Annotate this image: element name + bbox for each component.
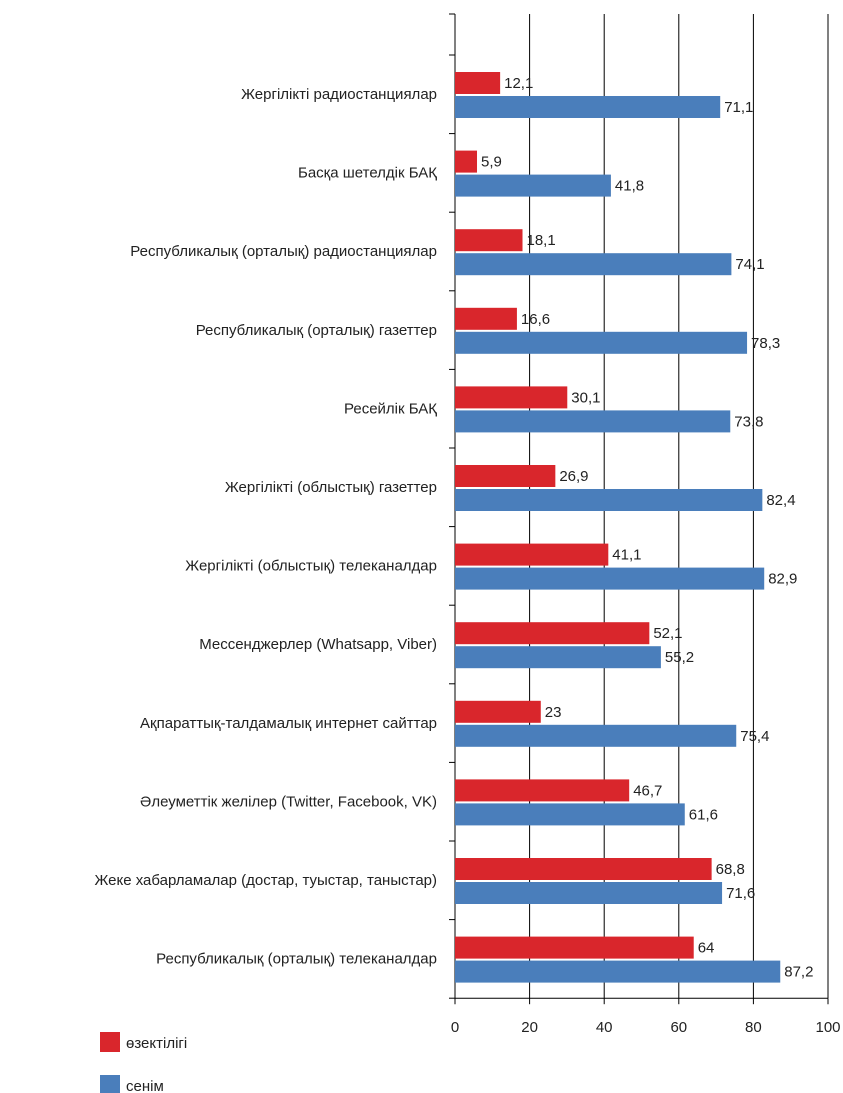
y-tick-label: Әлеуметтік желілер (Twitter, Facebook, V… bbox=[140, 793, 437, 810]
y-tick-label: Басқа шетелдік БАҚ bbox=[298, 165, 437, 182]
bar bbox=[455, 622, 650, 645]
bar bbox=[455, 882, 723, 904]
y-tick-label: Ресейлік БАҚ bbox=[344, 400, 437, 417]
value-label: 64 bbox=[698, 940, 715, 957]
bar bbox=[455, 960, 781, 983]
value-label: 61,6 bbox=[689, 806, 718, 823]
y-tick-label: Республикалық (орталық) газеттер bbox=[196, 322, 437, 339]
bar bbox=[455, 229, 523, 252]
value-label: 18,1 bbox=[527, 232, 556, 249]
value-label: 73,8 bbox=[734, 413, 763, 430]
value-label: 71,6 bbox=[726, 885, 755, 902]
bar bbox=[455, 936, 694, 959]
bar bbox=[455, 646, 661, 669]
bar bbox=[455, 331, 748, 354]
value-label: 82,9 bbox=[768, 571, 797, 588]
value-label: 75,4 bbox=[740, 728, 769, 745]
bar bbox=[455, 410, 731, 433]
y-tick-label: Республикалық (орталық) телеканалдар bbox=[156, 951, 437, 968]
legend-label: өзектілігі bbox=[126, 1035, 187, 1052]
value-label: 30,1 bbox=[571, 389, 600, 406]
x-tick-label: 60 bbox=[670, 1019, 687, 1036]
value-label: 16,6 bbox=[521, 311, 550, 328]
y-tick-label: Мессенджерлер (Whatsapp, Viber) bbox=[199, 636, 437, 653]
bar bbox=[455, 567, 765, 590]
x-tick-label: 0 bbox=[451, 1019, 459, 1036]
value-label: 55,2 bbox=[665, 649, 694, 666]
value-label: 12,1 bbox=[504, 75, 533, 92]
value-label: 68,8 bbox=[716, 861, 745, 878]
value-label: 78,3 bbox=[751, 335, 780, 352]
bar bbox=[455, 779, 630, 802]
legend-swatch bbox=[100, 1075, 120, 1093]
value-label: 82,4 bbox=[766, 492, 795, 509]
value-label: 23 bbox=[545, 704, 562, 721]
bar bbox=[455, 72, 501, 94]
value-label: 26,9 bbox=[559, 468, 588, 485]
y-tick-label: Жергілікті (облыстық) телеканалдар bbox=[185, 558, 437, 575]
bar bbox=[455, 465, 556, 487]
x-tick-label: 80 bbox=[745, 1019, 762, 1036]
y-tick-label: Республикалық (орталық) радиостанциялар bbox=[130, 243, 437, 260]
value-label: 87,2 bbox=[784, 964, 813, 981]
bar bbox=[455, 96, 721, 118]
value-label: 52,1 bbox=[653, 625, 682, 642]
value-label: 74,1 bbox=[735, 256, 764, 273]
x-tick-label: 40 bbox=[596, 1019, 613, 1036]
legend-swatch bbox=[100, 1032, 120, 1052]
x-tick-label: 100 bbox=[815, 1019, 840, 1036]
bar bbox=[455, 489, 763, 511]
y-tick-label: Жеке хабарламалар (достар, туыстар, таны… bbox=[94, 872, 437, 889]
bar bbox=[455, 724, 737, 747]
bar bbox=[455, 700, 541, 723]
value-label: 41,8 bbox=[615, 178, 644, 195]
bar bbox=[455, 803, 685, 826]
y-tick-label: Жергілікті (облыстық) газеттер bbox=[225, 479, 437, 496]
bar bbox=[455, 543, 609, 566]
bar bbox=[455, 386, 568, 409]
y-tick-label: Жергілікті радиостанциялар bbox=[241, 86, 437, 103]
value-label: 71,1 bbox=[724, 99, 753, 116]
value-label: 46,7 bbox=[633, 782, 662, 799]
y-tick-label: Ақпараттық-талдамалық интернет сайттар bbox=[140, 715, 437, 732]
legend-label: сенім bbox=[126, 1078, 164, 1093]
bar bbox=[455, 858, 712, 880]
bar bbox=[455, 253, 732, 276]
bar bbox=[455, 307, 517, 330]
bar bbox=[455, 150, 478, 173]
x-tick-label: 20 bbox=[521, 1019, 538, 1036]
value-label: 41,1 bbox=[612, 547, 641, 564]
value-label: 5,9 bbox=[481, 154, 502, 171]
bar bbox=[455, 174, 611, 197]
